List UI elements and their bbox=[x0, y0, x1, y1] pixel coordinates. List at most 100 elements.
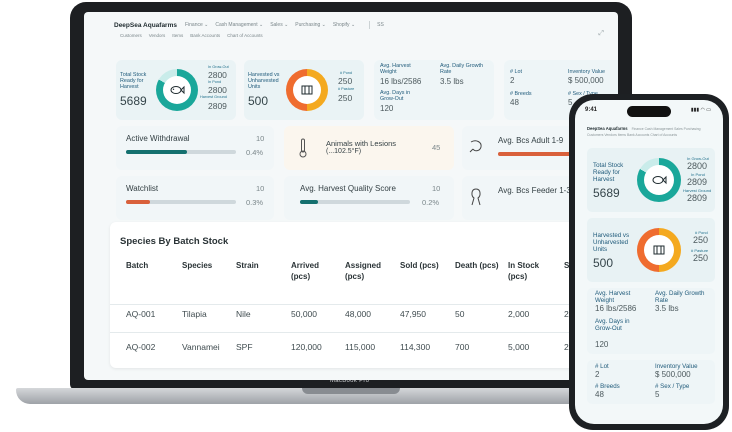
phone-in-pond-label: In Pond bbox=[691, 172, 705, 177]
col-arrived[interactable]: Arrived (pcs) bbox=[291, 261, 320, 281]
active-withdrawal-title: Active Withdrawal bbox=[126, 134, 190, 143]
menu-finance[interactable]: Finance ⌄ bbox=[184, 22, 209, 28]
expand-icon[interactable]: ⤢ bbox=[598, 30, 604, 37]
lesions-card[interactable]: Animals with Lesions (...102.5°F) 45 bbox=[284, 126, 454, 170]
phone-weight-label: Avg. Harvest Weight bbox=[595, 290, 631, 304]
col-assigned[interactable]: Assigned (pcs) bbox=[345, 261, 382, 281]
cell-assigned: 115,000 bbox=[345, 342, 376, 352]
phone-inventory-card: # Lot 2 Inventory Value $ 500,000 # Bree… bbox=[587, 360, 715, 404]
harvest-label: Harvest Ground bbox=[200, 95, 227, 99]
pasture-label: # Pasture bbox=[338, 87, 355, 91]
pond-label: # Pond bbox=[340, 71, 353, 75]
col-strain[interactable]: Strain bbox=[236, 261, 259, 270]
phone-pasture-label: # Pasture bbox=[691, 248, 709, 253]
lot-value: 2 bbox=[510, 76, 515, 85]
col-s[interactable]: S bbox=[564, 261, 570, 270]
sex-type-label: # Sex / Type bbox=[568, 91, 598, 97]
phone-sex-label: # Sex / Type bbox=[655, 383, 690, 390]
menu-extra[interactable]: SS bbox=[377, 22, 384, 28]
phone-stock-label: Total Stock Ready for Harvest bbox=[593, 162, 624, 183]
in-grow-out-label: In Grow-Out bbox=[208, 65, 229, 69]
phone-in-pond-value: 2809 bbox=[687, 177, 708, 187]
cell-assigned: 48,000 bbox=[345, 309, 371, 319]
cell-in-stock: 2,000 bbox=[508, 309, 530, 319]
breeds-value: 48 bbox=[510, 98, 519, 107]
cell-arrived: 120,000 bbox=[291, 342, 322, 352]
in-grow-out-value: 2800 bbox=[208, 70, 227, 80]
phone-harvested-ring bbox=[637, 228, 681, 272]
col-sold[interactable]: Sold (pcs) bbox=[400, 261, 439, 270]
lesions-subtitle: (...102.5°F) bbox=[326, 148, 362, 155]
phone-inventory-label: Inventory Value bbox=[655, 363, 698, 370]
watchlist-card[interactable]: Watchlist 10 0.3% bbox=[116, 176, 274, 220]
phone-weight-value: 16 lbs/2586 bbox=[595, 304, 637, 313]
thermometer-icon bbox=[299, 138, 307, 158]
app-brand[interactable]: DeepSea Aquafarms bbox=[114, 21, 177, 29]
growth-rate-label: Avg. Daily Growth Rate bbox=[440, 63, 484, 76]
subnav-items[interactable]: Items bbox=[172, 33, 184, 38]
col-batch[interactable]: Batch bbox=[126, 261, 149, 270]
phone-harvested-label: Harvested vs Unharvested Units bbox=[593, 232, 630, 253]
species-table-card: Species By Batch Stock Batch Species Str… bbox=[110, 222, 580, 368]
phone-weights-card: Avg. Harvest Weight 16 lbs/2586 Avg. Dai… bbox=[587, 288, 715, 354]
active-withdrawal-count: 10 bbox=[256, 134, 265, 143]
menu-shopify[interactable]: Shopify ⌄ bbox=[332, 22, 356, 28]
phone-in-grow-out-value: 2800 bbox=[687, 161, 708, 171]
harvest-quality-card[interactable]: Avg. Harvest Quality Score 10 0.2% bbox=[284, 176, 454, 220]
shrimp-icon bbox=[469, 140, 482, 153]
harvested-value: 500 bbox=[248, 94, 269, 108]
menu-sales[interactable]: Sales ⌄ bbox=[270, 22, 289, 28]
harvest-quality-pct: 0.2% bbox=[422, 198, 440, 207]
subnav-customers[interactable]: Customers bbox=[120, 33, 142, 38]
stock-value: 5689 bbox=[120, 94, 147, 108]
menu-cash-management[interactable]: Cash Management ⌄ bbox=[215, 22, 264, 28]
harvest-quality-bar-fill bbox=[300, 200, 318, 204]
cell-arrived: 50,000 bbox=[291, 309, 317, 319]
stock-ring bbox=[156, 69, 198, 111]
crate-icon bbox=[301, 85, 313, 95]
active-withdrawal-bar-fill bbox=[126, 150, 187, 154]
feeder-icon bbox=[471, 188, 481, 206]
phone-nav: DeepSea Aquafarms Finance Cash Management… bbox=[587, 126, 701, 131]
bcs-adult-bar bbox=[498, 152, 618, 156]
nav-divider bbox=[369, 21, 371, 29]
cell-s: 2 bbox=[564, 342, 569, 352]
phone-growth-label: Avg. Daily Growth Rate bbox=[655, 290, 705, 304]
phone-app-brand[interactable]: DeepSea Aquafarms bbox=[587, 126, 628, 131]
subnav-vendors[interactable]: Vendors bbox=[148, 33, 166, 38]
cell-species: Vannamei bbox=[182, 342, 220, 352]
menu-purchasing[interactable]: Purchasing ⌄ bbox=[295, 22, 326, 28]
phone-nav-menus[interactable]: Finance Cash Management Sales Purchasing bbox=[631, 127, 701, 131]
inventory-value: $ 500,000 bbox=[568, 76, 604, 85]
watchlist-bar bbox=[126, 200, 236, 204]
breeds-label: # Breeds bbox=[510, 91, 532, 97]
phone-days-value: 120 bbox=[595, 340, 609, 349]
phone-screen: 9:41 ▮▮▮ ◠ ▭ DeepSea Aquafarms Finance Ca… bbox=[575, 100, 723, 424]
cell-strain: Nile bbox=[236, 309, 251, 319]
bcs-adult-title: Avg. Bcs Adult 1-9 bbox=[498, 136, 564, 145]
phone-breeds-value: 48 bbox=[595, 390, 604, 399]
active-withdrawal-bar bbox=[126, 150, 236, 154]
phone-harvest-label: Harvest Ground bbox=[683, 188, 712, 193]
phone-sex-value: 5 bbox=[655, 390, 660, 399]
subnav-bank-accounts[interactable]: Bank Accounts bbox=[190, 33, 221, 38]
col-death[interactable]: Death (pcs) bbox=[455, 261, 499, 270]
top-nav: DeepSea Aquafarms Finance ⌄ Cash Managem… bbox=[114, 18, 391, 32]
cell-batch: AQ-002 bbox=[126, 342, 156, 352]
cell-death: 700 bbox=[455, 342, 470, 352]
harvested-label: Harvested vs Unharvested Units bbox=[248, 72, 280, 91]
lesions-title: Animals with Lesions bbox=[326, 139, 397, 148]
col-species[interactable]: Species bbox=[182, 261, 213, 270]
phone-inventory-value: $ 500,000 bbox=[655, 370, 691, 379]
crate-icon bbox=[653, 245, 665, 255]
active-withdrawal-pct: 0.4% bbox=[246, 148, 264, 157]
subnav-chart-of-accounts[interactable]: Chart of Accounts bbox=[227, 33, 263, 38]
phone-subnav[interactable]: Customers Vendors Items Bank Accounts Ch… bbox=[587, 133, 678, 137]
active-withdrawal-card[interactable]: Active Withdrawal 10 0.4% bbox=[116, 126, 274, 170]
fish-icon bbox=[652, 175, 667, 185]
laptop-screen: DeepSea Aquafarms Finance ⌄ Cash Managem… bbox=[84, 12, 618, 380]
growth-rate-value: 3.5 lbs bbox=[440, 77, 464, 86]
col-in-stock[interactable]: In Stock (pcs) bbox=[508, 261, 540, 281]
harvest-quality-bar bbox=[300, 200, 410, 204]
fish-icon bbox=[170, 85, 185, 95]
